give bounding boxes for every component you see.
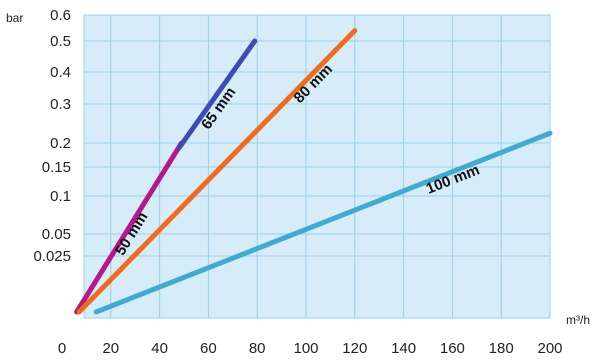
- plot-border: [83, 14, 551, 319]
- y-axis-unit: bar: [6, 11, 23, 25]
- y-tick-label: 0.15: [42, 159, 71, 176]
- series-line: [176, 38, 258, 151]
- axis-ticks: 0 20 40 60 80 100 120 140 160 180 200 0.025 0.05 0.1 0…: [33, 7, 562, 357]
- y-tick-label: 0.3: [50, 96, 71, 113]
- x-axis-unit: m³/h: [566, 313, 590, 327]
- x-tick-label: 40: [151, 340, 168, 357]
- x-tick-label: 160: [440, 340, 465, 357]
- x-tick-label: 200: [537, 340, 562, 357]
- grid: [83, 14, 551, 319]
- series-lines: [74, 28, 553, 315]
- y-tick-label: 0.4: [50, 64, 71, 81]
- y-tick-label: 0.6: [50, 7, 71, 24]
- series-line: [74, 140, 185, 315]
- series-line: [76, 28, 358, 315]
- x-tick-label: 100: [293, 340, 318, 357]
- x-tick-label: 120: [342, 340, 367, 357]
- y-tick-label: 0.2: [50, 135, 71, 152]
- x-tick-label: 80: [249, 340, 266, 357]
- series-line: [93, 130, 553, 315]
- y-tick-label: 0.025: [33, 248, 71, 265]
- y-tick-label: 0.05: [42, 226, 71, 243]
- y-tick-label: 0.1: [50, 188, 71, 205]
- x-tick-label: 0: [58, 340, 66, 357]
- x-tick-label: 180: [489, 340, 514, 357]
- x-tick-label: 20: [102, 340, 119, 357]
- y-tick-label: 0.5: [50, 33, 71, 50]
- x-tick-label: 60: [200, 340, 217, 357]
- x-tick-label: 140: [391, 340, 416, 357]
